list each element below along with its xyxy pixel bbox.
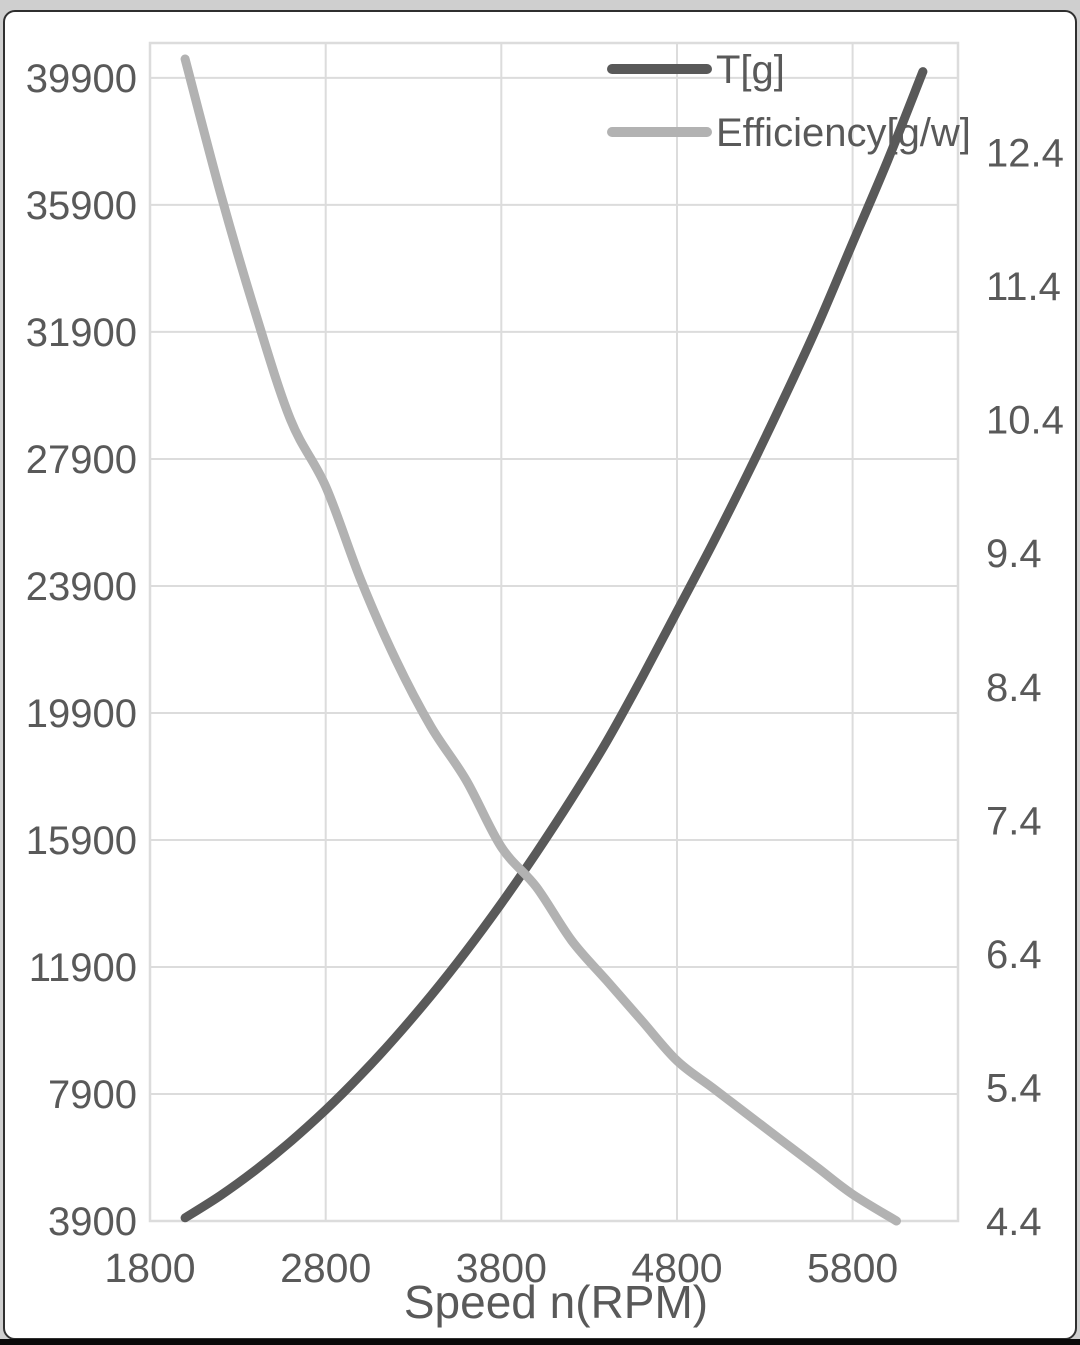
y-right-tick-label: 9.4 [986,532,1042,576]
x-tick-label: 5800 [807,1245,898,1291]
y-right-tick-label: 10.4 [986,399,1064,443]
y-left-tick-label: 11900 [29,946,137,990]
plot-border [148,41,960,1223]
y-left-tick-label: 15900 [26,819,137,863]
chart-frame [3,10,1077,1340]
x-tick-label: 3800 [456,1245,547,1291]
x-tick-label: 4800 [631,1245,722,1291]
frame-bottom-edge [0,1339,1080,1345]
y-left-tick-label: 19900 [26,692,137,736]
y-left-tick-label: 23900 [26,565,137,609]
y-right-tick-label: 11.4 [986,265,1061,309]
x-tick-label: 2800 [280,1245,371,1291]
y-left-tick-label: 31900 [26,311,137,355]
y-right-tick-label: 12.4 [986,132,1064,176]
y-right-tick-label: 6.4 [986,933,1042,977]
y-right-tick-label: 8.4 [986,666,1042,710]
y-left-tick-label: 35900 [26,184,137,228]
y-right-tick-label: 7.4 [986,799,1042,843]
y-right-tick-label: 5.4 [986,1066,1042,1110]
y-left-tick-label: 27900 [26,438,137,482]
x-tick-label: 1800 [104,1245,195,1291]
y-left-tick-label: 7900 [48,1073,137,1117]
series-thrust-curve [180,67,928,1223]
y-left-tick-label: 3900 [48,1200,137,1244]
legend-label-thrust: T[g] [716,48,785,92]
y-right-tick-label: 4.4 [986,1200,1042,1244]
y-left-tick-label: 39900 [26,57,137,101]
series-efficiency-curve [180,54,901,1226]
legend-label-efficiency: Efficiency[g/w] [716,111,971,155]
x-axis-title: Speed n(RPM) [404,1276,708,1328]
